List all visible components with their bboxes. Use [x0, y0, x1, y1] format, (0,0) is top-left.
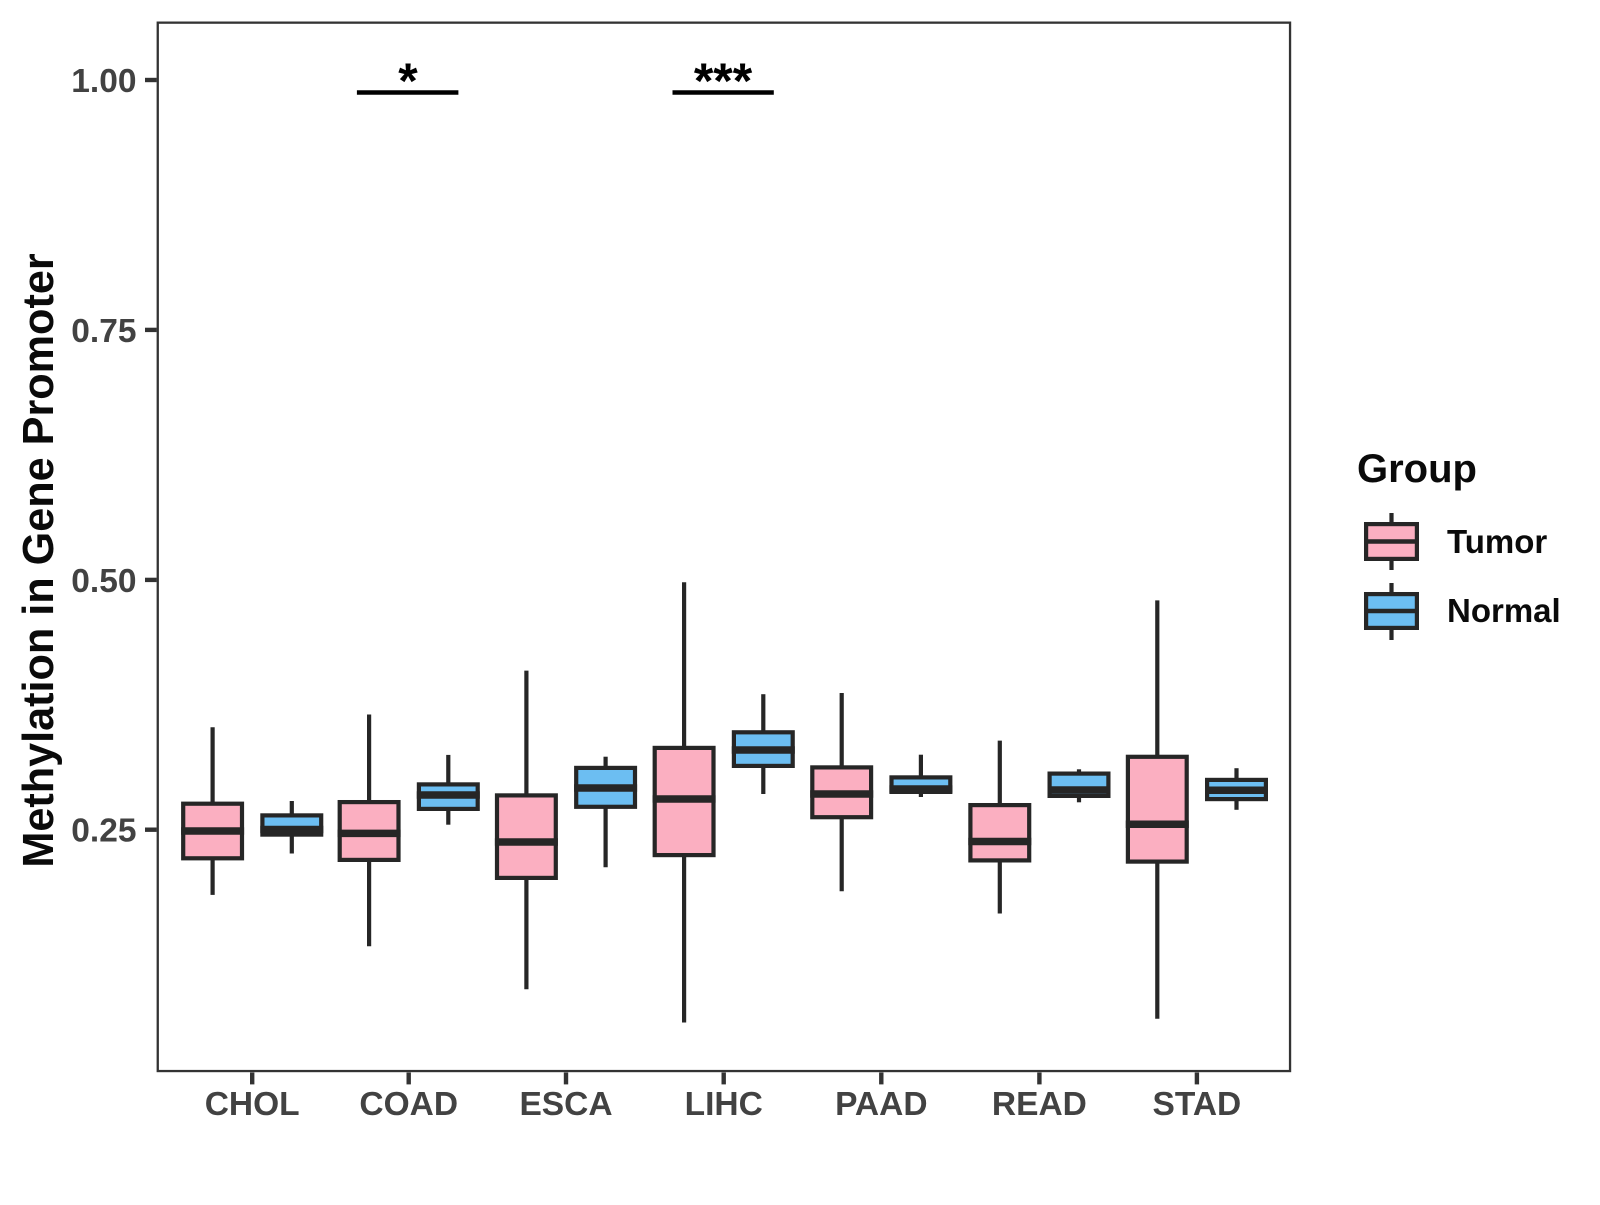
svg-text:0.25: 0.25 [71, 813, 136, 850]
svg-text:ESCA: ESCA [519, 1086, 612, 1123]
svg-text:CHOL: CHOL [205, 1086, 300, 1123]
svg-text:0.50: 0.50 [71, 563, 136, 600]
svg-text:0.75: 0.75 [71, 313, 136, 350]
svg-text:STAD: STAD [1153, 1086, 1242, 1123]
svg-text:PAAD: PAAD [835, 1086, 927, 1123]
svg-text:1.00: 1.00 [71, 63, 136, 100]
svg-text:Normal: Normal [1447, 592, 1561, 629]
svg-text:Group: Group [1357, 447, 1477, 491]
svg-text:LIHC: LIHC [685, 1086, 763, 1123]
svg-text:Methylation in Gene Promoter: Methylation in Gene Promoter [15, 253, 63, 867]
svg-text:COAD: COAD [359, 1086, 458, 1123]
svg-text:Tumor: Tumor [1447, 523, 1547, 560]
svg-text:*: * [398, 53, 418, 109]
svg-text:READ: READ [992, 1086, 1087, 1123]
svg-text:***: *** [694, 53, 753, 109]
